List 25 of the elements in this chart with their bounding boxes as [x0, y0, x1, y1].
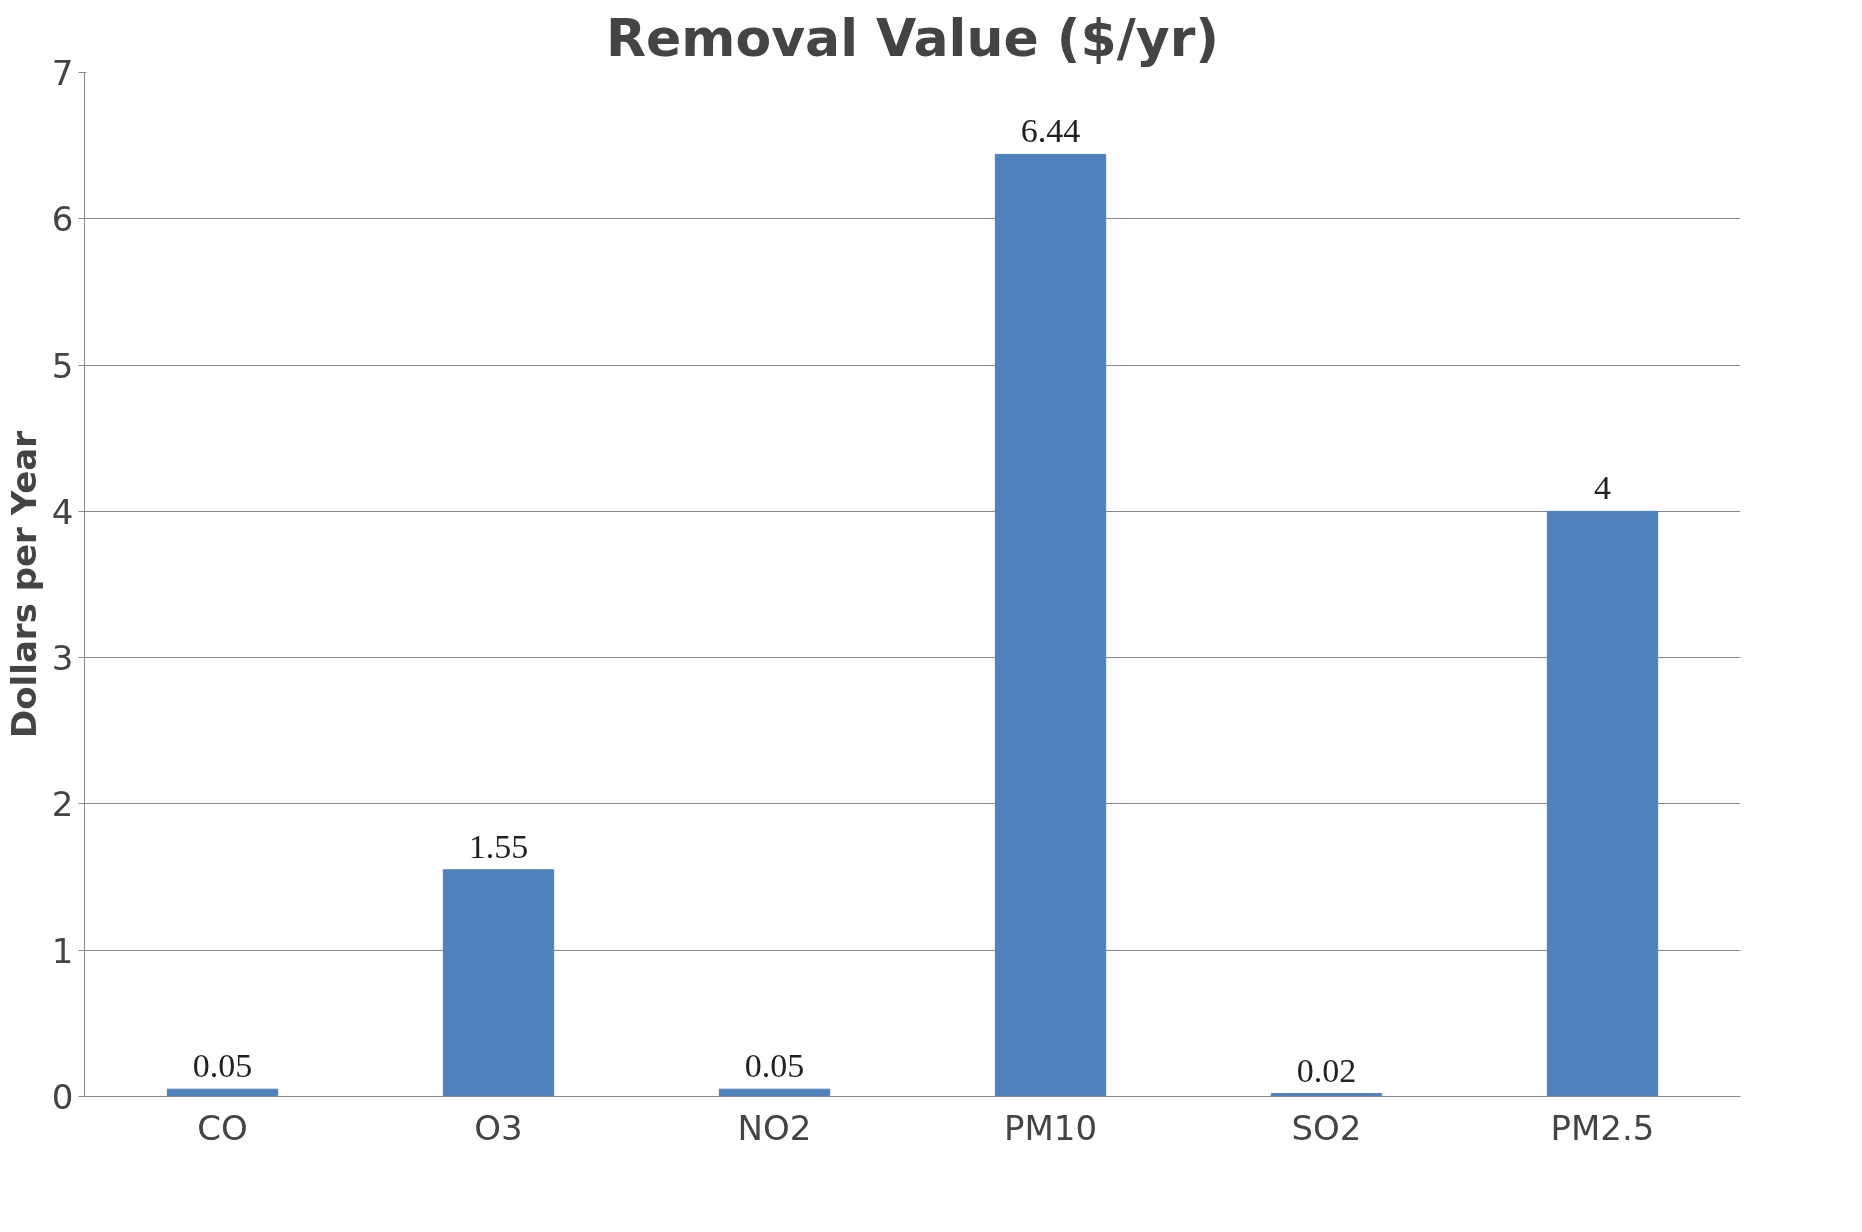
- chart-title: Removal Value ($/yr): [605, 7, 1220, 68]
- y-tick-label: 3: [51, 638, 74, 679]
- y-tick-label: 5: [51, 345, 74, 386]
- data-label: 0.02: [1296, 1051, 1357, 1089]
- x-tick-label: PM2.5: [1550, 1107, 1655, 1148]
- y-tick-label: 2: [51, 784, 74, 825]
- x-tick-label: NO2: [737, 1107, 812, 1148]
- x-tick-label: CO: [197, 1107, 248, 1148]
- y-tick-label: 4: [51, 491, 74, 532]
- data-label: 0.05: [744, 1047, 805, 1085]
- bar: [994, 153, 1107, 1097]
- y-axis-title: Dollars per Year: [3, 430, 44, 738]
- data-label: 4: [1594, 469, 1611, 507]
- y-tick-label: 0: [51, 1077, 74, 1117]
- x-tick-label: O3: [474, 1107, 523, 1148]
- y-tick-label: 6: [51, 199, 74, 240]
- x-tick-label: SO2: [1291, 1107, 1362, 1148]
- bar: [442, 869, 555, 1097]
- x-tick-label: PM10: [1003, 1107, 1098, 1148]
- data-label: 0.05: [192, 1047, 253, 1085]
- data-label: 1.55: [468, 827, 529, 865]
- bar: [1546, 510, 1659, 1097]
- y-tick-label: 7: [51, 53, 74, 93]
- y-tick-label: 1: [51, 930, 74, 971]
- data-label: 6.44: [1020, 112, 1081, 150]
